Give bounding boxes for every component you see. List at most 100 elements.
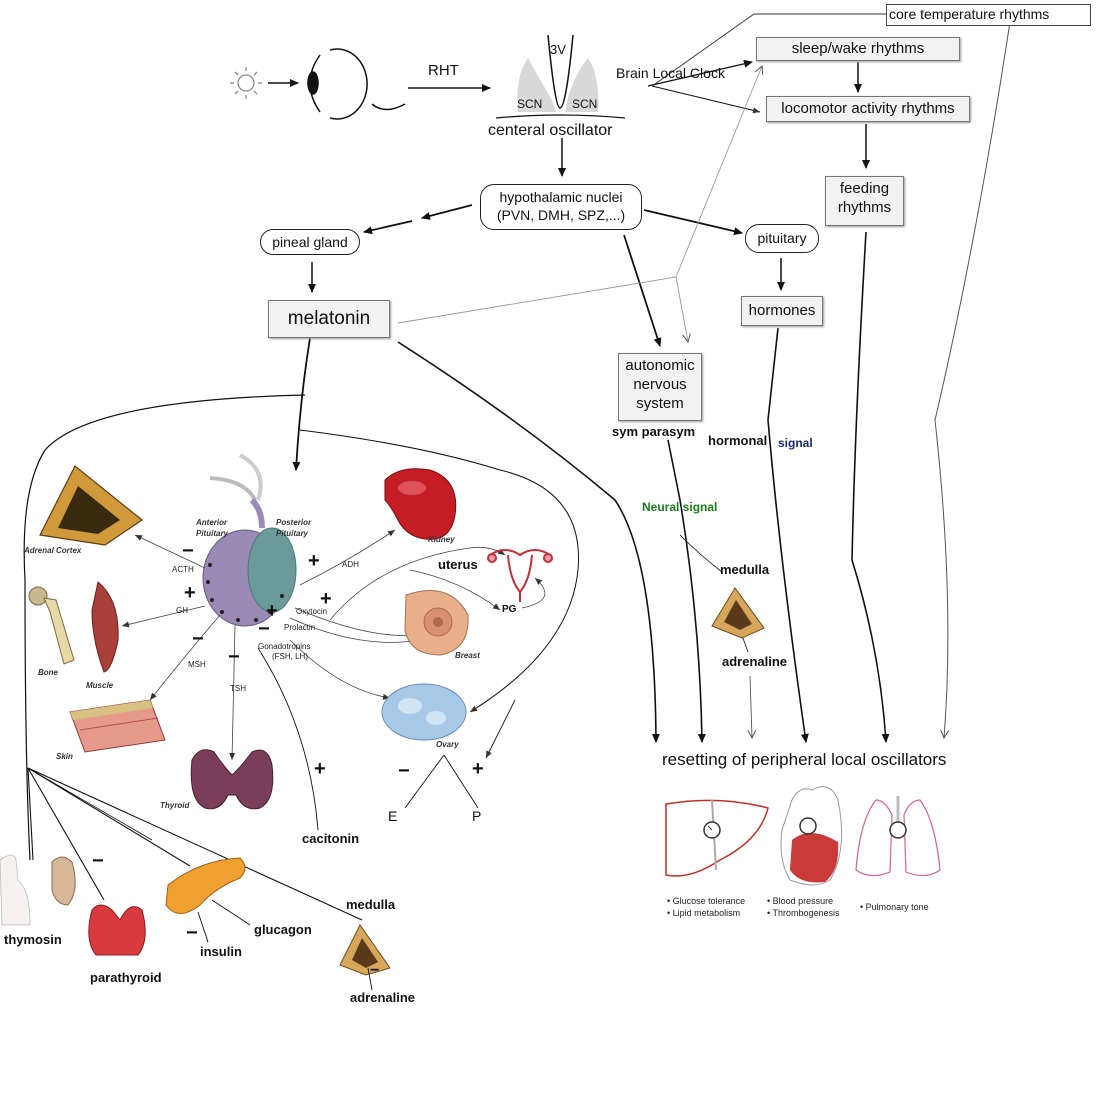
prolactin-label: Prolactin [284, 623, 316, 632]
p-plus: + [472, 758, 484, 780]
thymus-icon [0, 854, 76, 926]
posterior-pituitary-1: Posterior [276, 518, 312, 527]
hypothalamic-line2: (PVN, DMH, SPZ,...) [496, 207, 626, 223]
gh-plus: + [184, 582, 196, 604]
uterus-icon [487, 549, 553, 602]
pg-label: PG [502, 604, 517, 615]
core-temperature-box: core temperature rhythms [886, 4, 1091, 26]
resetting-label: resetting of peripheral local oscillator… [662, 750, 947, 769]
autonomic-line3: system [636, 395, 684, 412]
e-label: E [388, 808, 398, 824]
feeding-box: feeding rhythms [825, 176, 904, 226]
anterior-pituitary-2: Pituitary [196, 529, 229, 538]
uterus-label: uterus [438, 557, 478, 572]
insulin-label: insulin [200, 944, 242, 959]
glucagon-label: glucagon [254, 922, 312, 937]
prolactin-plus: + [266, 600, 278, 622]
pituitary-box: pituitary [745, 224, 819, 253]
breast-label: Breast [455, 651, 480, 660]
kidney-icon [384, 468, 457, 540]
bone-icon [28, 586, 75, 665]
posterior-pituitary-2: Pituitary [276, 529, 309, 538]
signal-label: signal [778, 436, 813, 450]
gonadotropins-1: Gonadotropins [258, 642, 311, 651]
adrenal-medulla-icon [339, 924, 391, 976]
parathyroid-icon [88, 904, 146, 956]
ovary-icon [381, 683, 467, 741]
tsh-label: TSH [230, 684, 246, 693]
liver-caption-1: • Glucose tolerance [667, 896, 746, 906]
skin-icon [69, 699, 166, 753]
adrenal-cortex-icon [39, 465, 144, 546]
insulin-minus: − [186, 922, 198, 944]
kidney-label: Kidney [428, 535, 455, 544]
oxytocin-plus: + [320, 588, 332, 610]
sun-icon [230, 67, 262, 99]
clock-icon [799, 817, 817, 835]
feeding-line1: feeding [839, 180, 890, 197]
eye-icon [307, 48, 406, 120]
hormones-box: hormones [741, 296, 823, 326]
rht-label: RHT [428, 62, 459, 79]
liver-icon [665, 799, 769, 877]
pituitary-icon [202, 453, 297, 627]
e-minus: − [398, 760, 410, 782]
neural-signal-label: Neural signal [642, 500, 718, 514]
pineal-gland-box: pineal gland [260, 229, 360, 255]
bone-label: Bone [38, 668, 58, 677]
gonadotropin-minus: − [258, 618, 270, 640]
autonomic-line2: nervous [633, 376, 687, 393]
heart-icon [780, 786, 843, 886]
anterior-pituitary-1: Anterior [196, 518, 228, 527]
cacitonin-label: cacitonin [302, 831, 360, 846]
ovary-label: Ovary [436, 740, 459, 749]
thyroid-icon [190, 749, 274, 810]
msh-minus: − [192, 628, 204, 650]
v3-label: 3V [550, 42, 566, 57]
central-oscillator-label: centeral oscillator [488, 122, 613, 139]
gonadotropins-2: (FSH, LH) [272, 652, 308, 661]
tsh-minus: − [228, 646, 240, 668]
thyroid-label: Thyroid [160, 801, 190, 810]
adrenaline-left-label: adrenaline [350, 990, 416, 1005]
parathyroid-label: parathyroid [90, 970, 162, 985]
lung-icon [855, 796, 941, 877]
melatonin-box: melatonin [268, 300, 390, 338]
muscle-label: Muscle [86, 681, 114, 690]
adrenal-medulla-icon [711, 587, 765, 639]
adh-label: ADH [342, 560, 359, 569]
p-label: P [472, 808, 482, 824]
heart-caption-2: • Thrombogenesis [767, 908, 840, 918]
thymosin-label: thymosin [4, 932, 62, 947]
autonomic-line1: autonomic [625, 357, 695, 374]
brain-local-clock-label: Brain Local Clock [616, 65, 725, 81]
parathyroid-minus: − [92, 850, 104, 872]
adrenal-cortex-label: Adrenal Cortex [24, 546, 82, 555]
sleep-wake-box: sleep/wake rhythms [756, 37, 960, 61]
cacitonin-plus: + [314, 758, 326, 780]
hypothalamic-nuclei-box: hypothalamic nuclei (PVN, DMH, SPZ,...) [480, 184, 642, 230]
scn-left-label: SCN [517, 97, 543, 111]
skin-label: Skin [56, 752, 73, 761]
muscle-icon [91, 581, 119, 673]
adh-plus: + [308, 550, 320, 572]
hormonal-label: hormonal [708, 433, 768, 448]
lung-caption: • Pulmonary tone [860, 902, 929, 912]
scn-right-label: SCN [572, 97, 598, 111]
adrenaline-right-label: adrenaline [722, 654, 788, 669]
medulla-right-label: medulla [720, 562, 770, 577]
breast-icon [404, 590, 469, 656]
hypothalamic-line1: hypothalamic nuclei [499, 189, 623, 205]
acth-label: ACTH [172, 565, 194, 574]
oxytocin-label: Oxytocin [296, 607, 328, 616]
scn-brain-icon [495, 34, 626, 119]
gh-label: GH [176, 606, 188, 615]
pancreas-icon [165, 857, 246, 914]
liver-caption-2: • Lipid metabolism [667, 908, 741, 918]
locomotor-box: locomotor activity rhythms [766, 96, 970, 122]
autonomic-box: autonomic nervous system [618, 353, 702, 421]
heart-caption-1: • Blood pressure [767, 896, 834, 906]
msh-label: MSH [188, 660, 206, 669]
